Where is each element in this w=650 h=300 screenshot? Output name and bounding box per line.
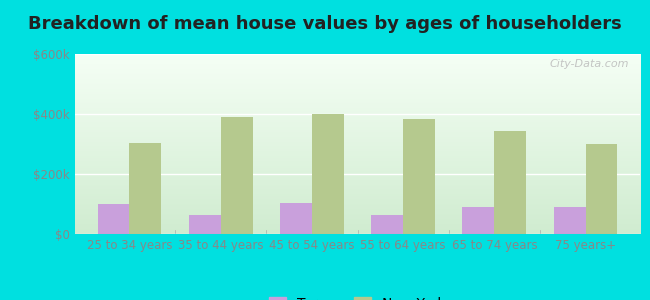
Bar xyxy=(221,117,253,234)
Bar xyxy=(554,207,586,234)
Bar xyxy=(371,214,403,234)
Bar xyxy=(280,202,312,234)
Text: Breakdown of mean house values by ages of householders: Breakdown of mean house values by ages o… xyxy=(28,15,622,33)
Bar xyxy=(312,114,344,234)
Bar xyxy=(462,207,494,234)
Text: City-Data.com: City-Data.com xyxy=(549,59,629,69)
Legend: Tyrone, New York: Tyrone, New York xyxy=(264,291,451,300)
Bar xyxy=(494,130,526,234)
Bar xyxy=(586,144,617,234)
Bar xyxy=(188,214,221,234)
Bar xyxy=(98,204,129,234)
Bar xyxy=(403,118,435,234)
Bar xyxy=(129,142,161,234)
